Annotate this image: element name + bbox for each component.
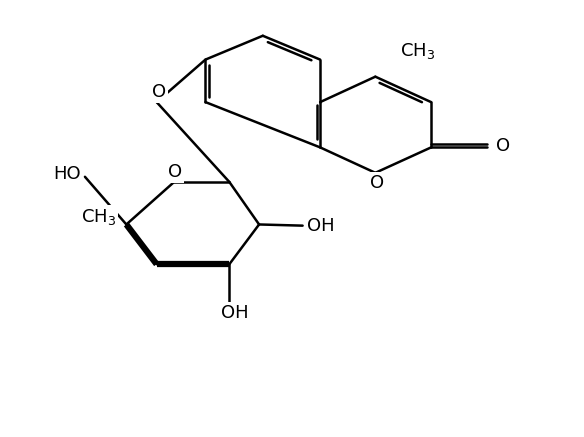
- Text: CH$_3$: CH$_3$: [81, 208, 116, 228]
- Text: O: O: [370, 174, 384, 192]
- Text: O: O: [152, 83, 166, 101]
- Text: O: O: [496, 137, 510, 156]
- Text: OH: OH: [307, 217, 335, 235]
- Text: CH$_3$: CH$_3$: [399, 41, 435, 61]
- Text: O: O: [168, 163, 182, 181]
- Text: OH: OH: [221, 304, 248, 322]
- Text: HO: HO: [53, 165, 81, 183]
